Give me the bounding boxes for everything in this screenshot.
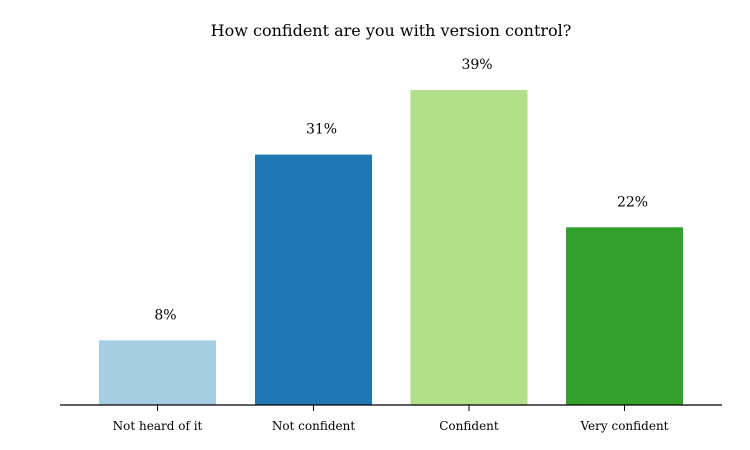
value-label-not-heard-of-it: 8% xyxy=(154,307,176,323)
value-label-not-confident: 31% xyxy=(306,122,337,138)
chart-title: How confident are you with version contr… xyxy=(211,21,572,40)
bar-very-confident xyxy=(566,227,683,405)
x-tick-label-not-heard-of-it: Not heard of it xyxy=(113,419,203,433)
value-labels-group: 8% 31% 39% 22% xyxy=(154,57,648,323)
bar-not-heard-of-it xyxy=(99,340,216,405)
value-label-very-confident: 22% xyxy=(617,194,648,210)
x-tick-label-confident: Confident xyxy=(439,419,499,433)
bar-not-confident xyxy=(255,154,372,405)
x-tick-label-very-confident: Very confident xyxy=(579,419,668,433)
value-label-confident: 39% xyxy=(461,57,492,73)
bars-group xyxy=(99,90,683,405)
x-tick-label-not-confident: Not confident xyxy=(272,419,356,433)
x-ticks-group: Not heard of it Not confident Confident Ver… xyxy=(113,405,669,433)
bar-confident xyxy=(410,90,528,405)
